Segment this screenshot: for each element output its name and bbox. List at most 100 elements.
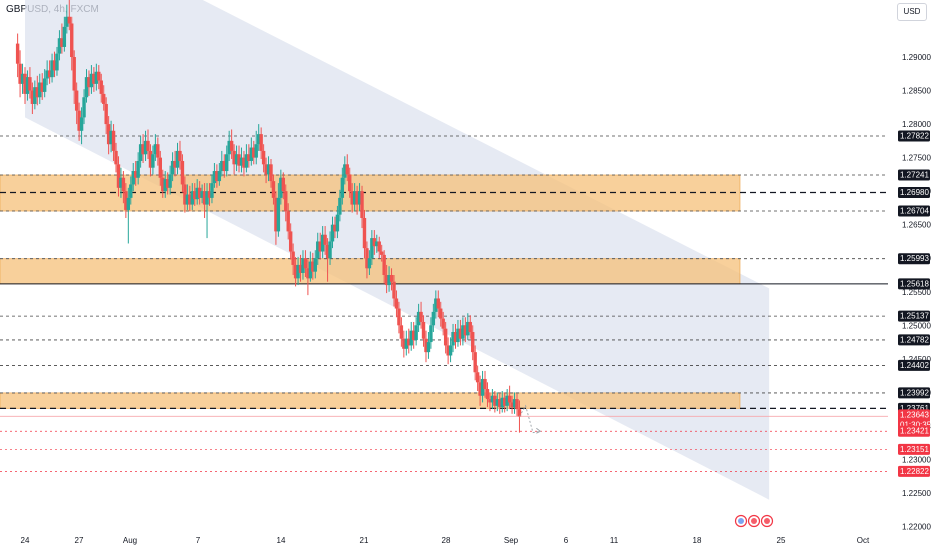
candle-body[interactable] (446, 345, 450, 356)
candle-body[interactable] (360, 191, 364, 218)
flag-icon[interactable] (747, 514, 761, 528)
candle-body[interactable] (392, 281, 396, 299)
candle-body[interactable] (365, 248, 369, 269)
candle-body[interactable] (458, 328, 463, 339)
candle-body[interactable] (202, 191, 207, 205)
candle-body[interactable] (483, 378, 487, 390)
candle-body[interactable] (259, 134, 263, 151)
candle-body[interactable] (109, 130, 113, 145)
candle-body[interactable] (372, 238, 377, 247)
candle-body[interactable] (355, 191, 359, 205)
candle-body[interactable] (411, 330, 416, 341)
candle-body[interactable] (237, 154, 241, 166)
candle-body[interactable] (74, 90, 79, 111)
candle-body[interactable] (200, 191, 204, 198)
candle-body[interactable] (72, 57, 76, 91)
candle-body[interactable] (495, 399, 500, 406)
candle-body[interactable] (33, 87, 37, 104)
candle-body[interactable] (320, 234, 325, 252)
candle-body[interactable] (340, 177, 345, 198)
candle-body[interactable] (291, 251, 295, 265)
candle-body[interactable] (89, 73, 94, 88)
candle-body[interactable] (165, 179, 170, 188)
candle-body[interactable] (284, 191, 288, 212)
candle-body[interactable] (207, 191, 212, 198)
candle-body[interactable] (303, 258, 308, 269)
candle-body[interactable] (328, 241, 332, 259)
candle-body[interactable] (488, 399, 492, 403)
candle-body[interactable] (99, 80, 103, 94)
candle-body[interactable] (111, 130, 116, 151)
candle-body[interactable] (193, 191, 197, 200)
candle-body[interactable] (478, 382, 482, 396)
candle-body[interactable] (124, 191, 128, 210)
candle-body[interactable] (131, 171, 135, 185)
candle-body[interactable] (515, 399, 519, 410)
candle-body[interactable] (65, 16, 69, 27)
candle-body[interactable] (210, 183, 214, 198)
candle-body[interactable] (463, 325, 468, 336)
candle-body[interactable] (480, 378, 485, 396)
candle-body[interactable] (426, 342, 431, 353)
candle-body[interactable] (217, 171, 222, 182)
candle-body[interactable] (97, 71, 101, 81)
candle-body[interactable] (197, 187, 202, 198)
candle-body[interactable] (333, 224, 337, 232)
candle-body[interactable] (301, 258, 305, 273)
candle-body[interactable] (330, 224, 335, 242)
candle-body[interactable] (156, 144, 160, 158)
candle-body[interactable] (404, 338, 408, 349)
candle-body[interactable] (205, 191, 209, 205)
candle-body[interactable] (394, 298, 399, 309)
candle-body[interactable] (475, 372, 480, 383)
candle-body[interactable] (434, 298, 438, 312)
candle-body[interactable] (431, 311, 436, 326)
candle-body[interactable] (143, 140, 148, 155)
candle-body[interactable] (136, 160, 140, 178)
candle-body[interactable] (466, 321, 470, 336)
candle-body[interactable] (323, 234, 327, 245)
candle-body[interactable] (424, 338, 428, 353)
candle-body[interactable] (138, 144, 143, 161)
candle-body[interactable] (87, 77, 91, 88)
candle-body[interactable] (456, 328, 460, 343)
candle-body[interactable] (503, 397, 507, 406)
candle-body[interactable] (313, 258, 317, 272)
candle-body[interactable] (397, 308, 401, 326)
candle-body[interactable] (485, 389, 490, 400)
candle-body[interactable] (269, 164, 273, 182)
candle-body[interactable] (357, 191, 362, 205)
candle-body[interactable] (45, 70, 49, 79)
candle-body[interactable] (242, 157, 246, 168)
candle-body[interactable] (517, 409, 522, 417)
candle-body[interactable] (416, 311, 421, 326)
candle-body[interactable] (173, 160, 177, 168)
candle-body[interactable] (20, 73, 25, 84)
candle-body[interactable] (47, 70, 52, 78)
candle-body[interactable] (188, 194, 192, 205)
candle-body[interactable] (234, 154, 239, 165)
candle-body[interactable] (414, 325, 418, 341)
candle-body[interactable] (281, 177, 285, 192)
candle-body[interactable] (279, 177, 283, 198)
candle-body[interactable] (116, 164, 121, 188)
candle-body[interactable] (429, 325, 433, 343)
candle-body[interactable] (247, 154, 251, 161)
candle-body[interactable] (222, 160, 226, 172)
candle-body[interactable] (94, 71, 99, 84)
candle-body[interactable] (507, 395, 512, 403)
candle-body[interactable] (168, 174, 172, 188)
candle-body[interactable] (153, 144, 158, 155)
candle-body[interactable] (407, 338, 411, 346)
candle-body[interactable] (348, 174, 352, 192)
candle-body[interactable] (276, 197, 281, 232)
currency-button[interactable]: USD (897, 3, 927, 21)
candle-body[interactable] (239, 157, 244, 166)
candle-body[interactable] (62, 26, 67, 47)
candle-body[interactable] (129, 184, 133, 198)
candle-body[interactable] (79, 117, 84, 131)
candle-body[interactable] (266, 164, 271, 175)
candle-body[interactable] (151, 154, 155, 168)
candle-body[interactable] (402, 338, 406, 349)
